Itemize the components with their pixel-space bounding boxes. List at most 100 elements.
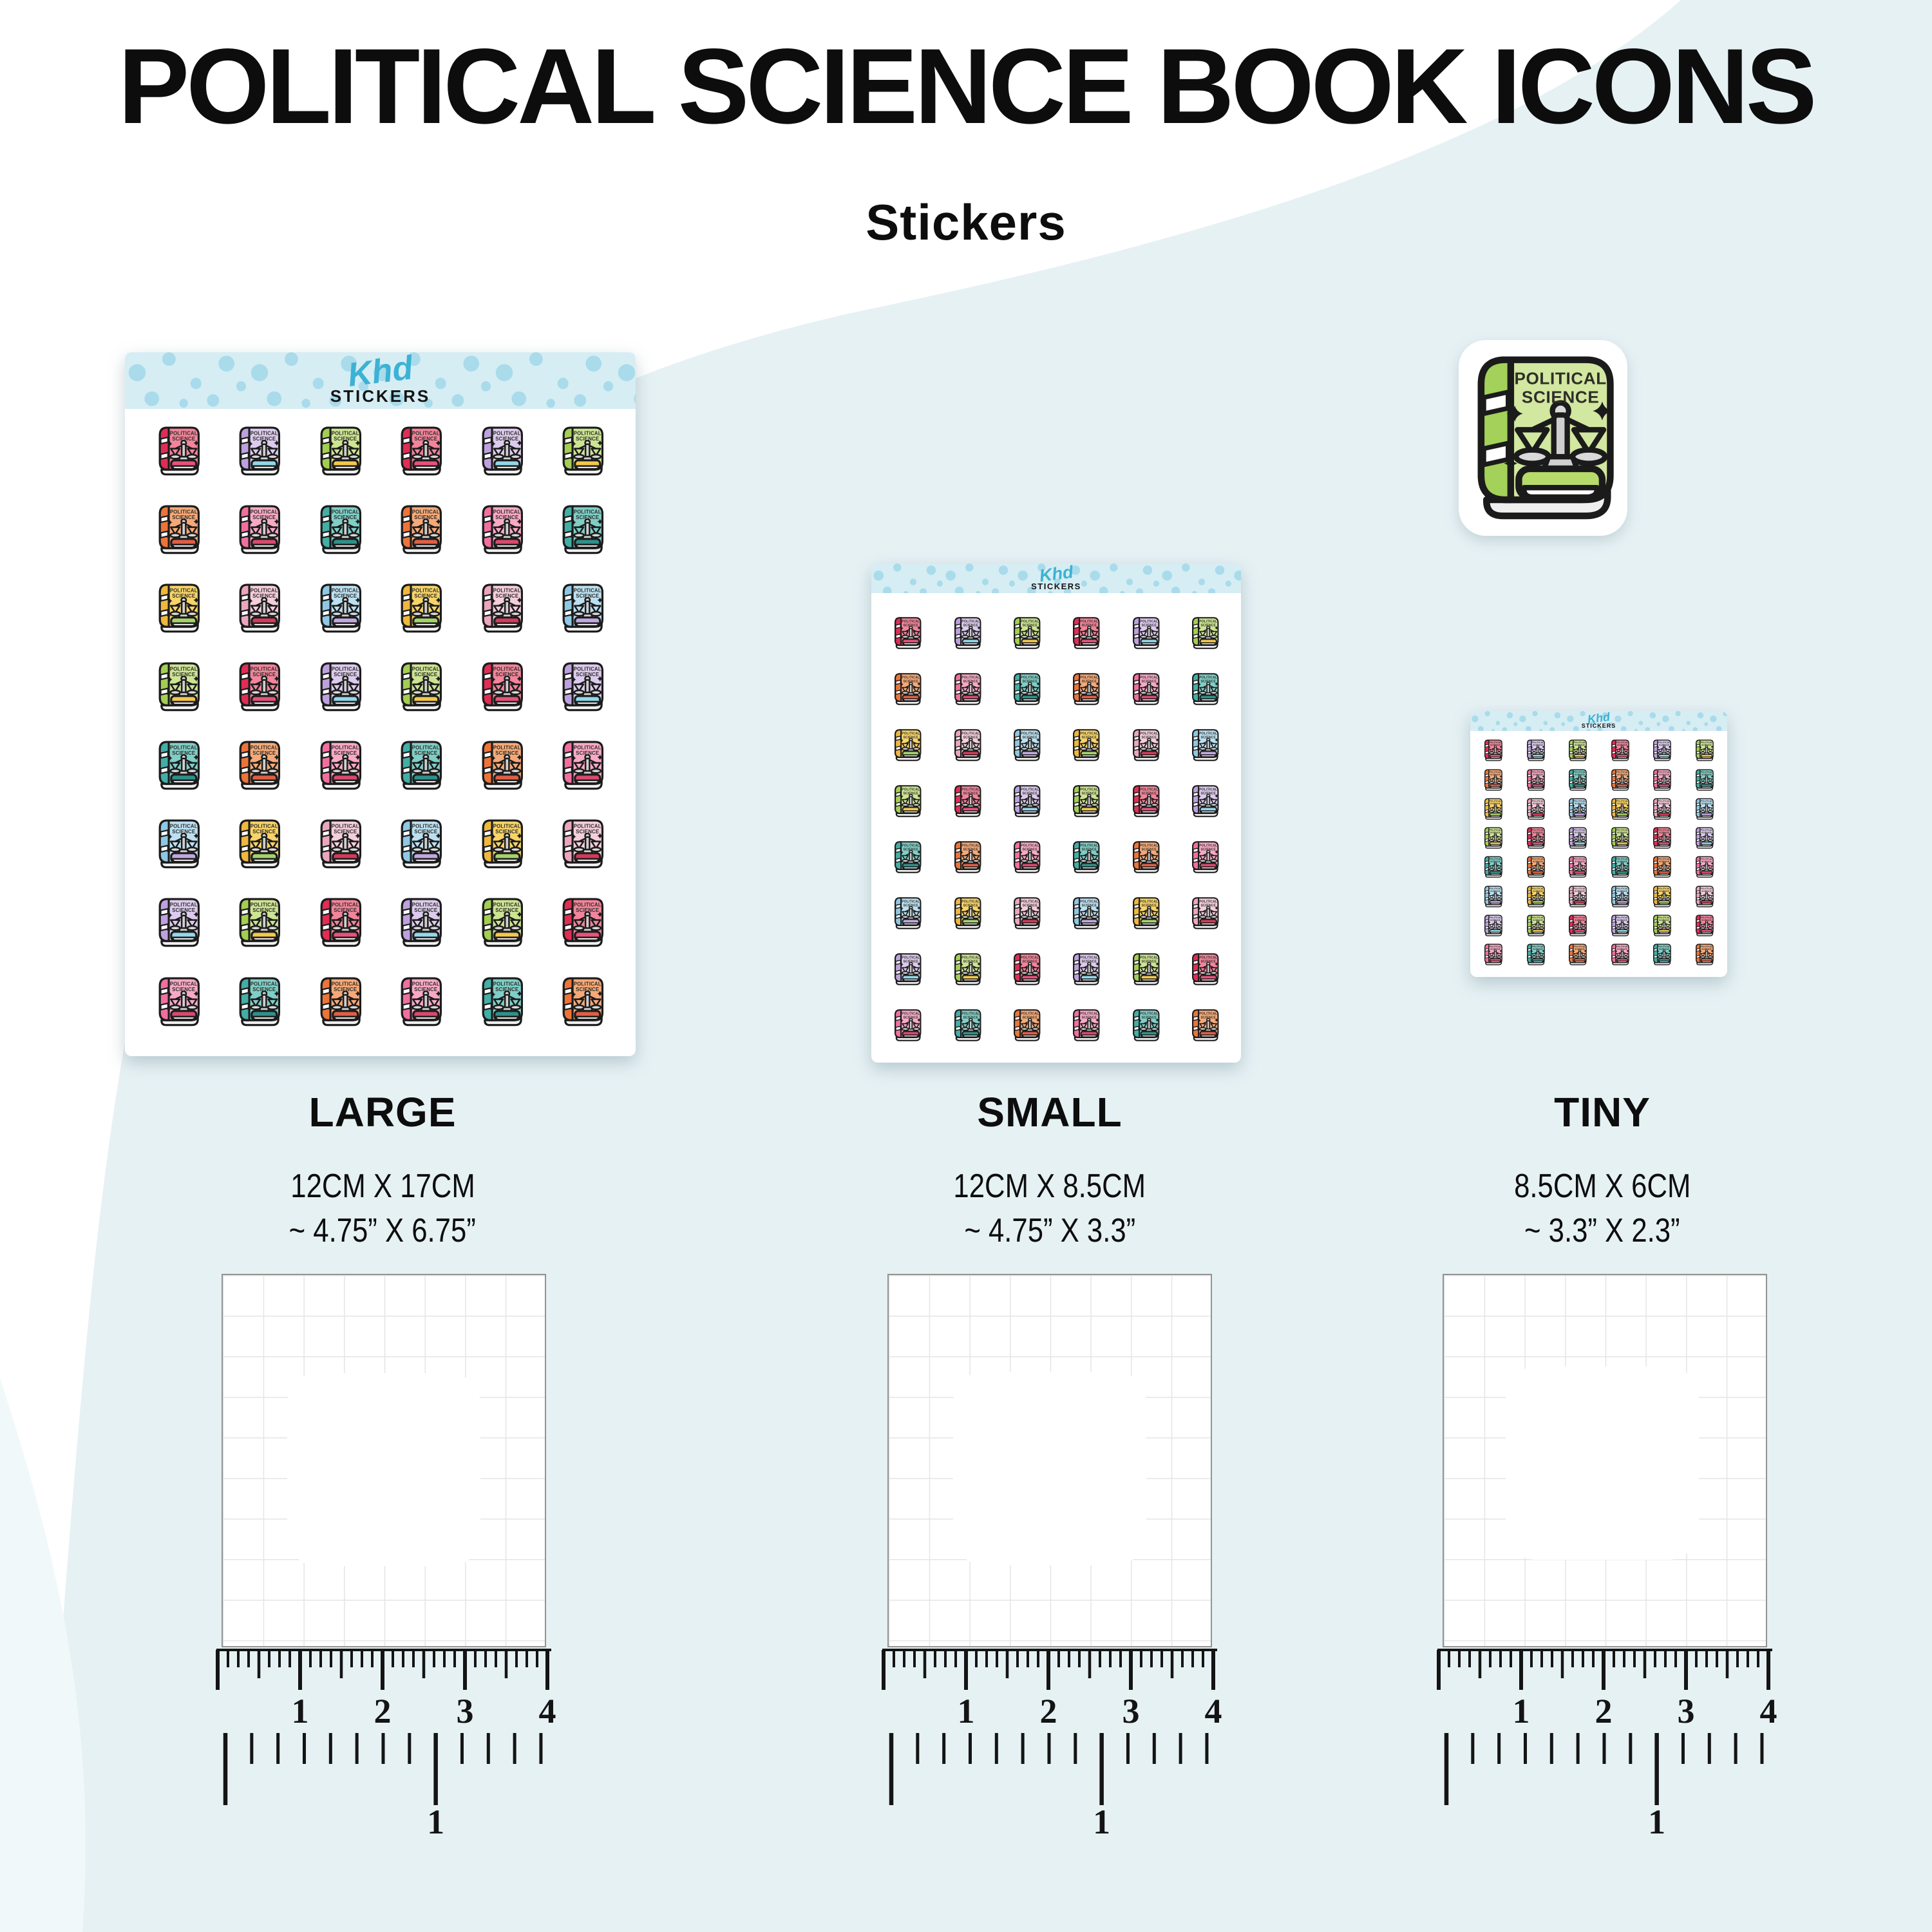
size-dim-cm: 8.5CM X 6CM xyxy=(1513,1168,1691,1205)
sticker-book xyxy=(1649,824,1674,853)
political-science-book-icon xyxy=(239,426,281,475)
political-science-book-icon xyxy=(1484,943,1503,966)
sticker-book xyxy=(1127,780,1164,822)
political-science-book-icon xyxy=(954,897,981,929)
sticker-book xyxy=(393,734,448,797)
sticker-book xyxy=(555,891,610,954)
sticker-book xyxy=(151,734,205,797)
sticker-book xyxy=(393,813,448,875)
political-science-book-icon xyxy=(1073,1009,1101,1042)
political-science-book-icon xyxy=(239,583,281,633)
sticker-book xyxy=(1649,853,1674,882)
political-science-book-icon xyxy=(1484,769,1503,791)
sticker-book xyxy=(474,498,529,561)
sticker-book xyxy=(1008,780,1045,822)
sticker-book xyxy=(312,734,367,797)
sticker-book xyxy=(1523,766,1548,794)
sticker-book xyxy=(393,970,448,1033)
stickers-wordmark: STICKERS xyxy=(1031,582,1081,592)
political-science-book-icon xyxy=(895,1009,922,1042)
political-science-book-icon xyxy=(482,583,524,633)
sticker-book xyxy=(949,668,985,710)
political-science-book-icon xyxy=(895,841,922,873)
sticker-book xyxy=(1607,736,1633,765)
political-science-book-icon xyxy=(1073,672,1101,705)
khd-logo: Khd xyxy=(1586,711,1611,726)
sticker-book xyxy=(1127,1005,1164,1046)
political-science-book-icon xyxy=(401,505,442,554)
sticker-book xyxy=(1649,940,1674,969)
political-science-book-icon xyxy=(1653,798,1672,820)
sticker-book xyxy=(1008,724,1045,766)
sticker-book xyxy=(949,836,985,878)
sticker-book xyxy=(1565,824,1590,853)
sticker-book xyxy=(1186,893,1223,934)
political-science-book-icon xyxy=(1484,798,1503,820)
sticker-book xyxy=(1523,911,1548,940)
sticker-book xyxy=(232,656,287,718)
political-science-book-icon xyxy=(562,977,604,1026)
ruler-number: 3 xyxy=(1678,1692,1695,1730)
sticker-book xyxy=(474,813,529,875)
sticker-book xyxy=(474,419,529,482)
sticker-book xyxy=(1607,795,1633,823)
political-science-book-icon xyxy=(954,616,981,649)
sticker-book xyxy=(474,970,529,1033)
political-science-book-icon xyxy=(1653,769,1672,791)
stickers-wordmark: STICKERS xyxy=(330,386,431,406)
political-science-book-icon xyxy=(1191,953,1219,986)
sticker-book xyxy=(1481,824,1506,853)
sticker-book xyxy=(1068,1005,1104,1046)
political-science-book-icon xyxy=(482,426,524,475)
political-science-book-icon xyxy=(482,741,524,790)
political-science-book-icon xyxy=(482,977,524,1026)
political-science-book-icon xyxy=(1695,914,1714,936)
political-science-book-icon xyxy=(239,505,281,554)
political-science-book-icon xyxy=(954,729,981,761)
sticker-book xyxy=(1186,1005,1223,1046)
political-science-book-icon xyxy=(158,662,200,712)
political-science-book-icon xyxy=(482,505,524,554)
sticker-book xyxy=(1649,736,1674,765)
inch-ruler: 1 2 3 4 1 xyxy=(216,1649,556,1841)
actual-size-sticker-large xyxy=(287,1373,480,1566)
political-science-book-icon xyxy=(562,819,604,869)
political-science-book-icon xyxy=(1013,897,1041,929)
sticker-book xyxy=(1068,668,1104,710)
sticker-book xyxy=(312,970,367,1033)
sticker-book xyxy=(1523,736,1548,765)
khd-logo: Khd xyxy=(1038,564,1074,585)
sticker-sheet-small: Khd STICKERS xyxy=(871,564,1241,1063)
sticker-book xyxy=(555,734,610,797)
political-science-book-icon xyxy=(1073,953,1101,986)
political-science-book-icon xyxy=(320,505,362,554)
sticker-book xyxy=(889,668,926,710)
sticker-book xyxy=(555,577,610,639)
size-column-large: LARGE 12CM X 17CM ~ 4.75” X 6.75” xyxy=(118,1088,647,1253)
size-dim-inches: ~ 4.75” X 6.75” xyxy=(289,1211,477,1249)
political-science-book-icon xyxy=(954,1009,981,1042)
political-science-book-icon xyxy=(1132,672,1160,705)
sticker-book xyxy=(232,498,287,561)
political-science-book-icon xyxy=(482,819,524,869)
khd-logo: Khd xyxy=(345,352,415,394)
sticker-book xyxy=(1607,882,1633,911)
sticker-book xyxy=(1692,911,1717,940)
political-science-book-icon xyxy=(562,583,604,633)
sticker-book xyxy=(312,891,367,954)
sticker-book xyxy=(393,498,448,561)
political-science-book-icon xyxy=(1611,856,1629,878)
sticker-book xyxy=(232,577,287,639)
political-science-book-icon xyxy=(239,662,281,712)
sticker-book xyxy=(151,813,205,875)
political-science-book-icon xyxy=(1468,349,1618,527)
political-science-book-icon xyxy=(401,898,442,947)
ruler-number: 2 xyxy=(1595,1692,1613,1730)
political-science-book-icon xyxy=(562,426,604,475)
sticker-book xyxy=(393,891,448,954)
political-science-book-icon xyxy=(1526,943,1545,966)
political-science-book-icon xyxy=(1013,953,1041,986)
political-science-book-icon xyxy=(954,953,981,986)
stickers-wordmark: STICKERS xyxy=(1581,723,1616,730)
political-science-book-icon xyxy=(320,977,362,1026)
